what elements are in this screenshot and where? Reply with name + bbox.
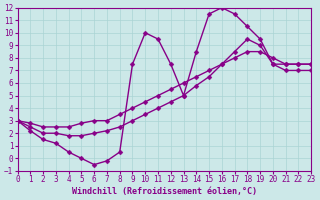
X-axis label: Windchill (Refroidissement éolien,°C): Windchill (Refroidissement éolien,°C) (72, 187, 257, 196)
